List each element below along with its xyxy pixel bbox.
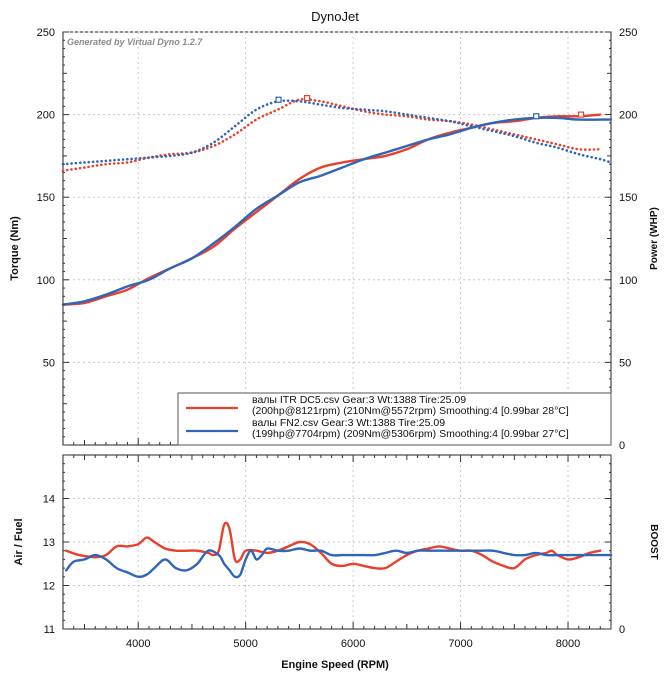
rpm-tick-label: 5000 bbox=[233, 638, 257, 650]
power-tick-label: 200 bbox=[619, 110, 637, 122]
top-plot-ticks: 50 100 150 200 250 0 50 100 150 200 250 bbox=[37, 27, 638, 452]
legend-box bbox=[177, 392, 612, 446]
air-fuel-tick-label: 13 bbox=[43, 537, 55, 549]
air-fuel-axis-label: Air / Fuel bbox=[13, 518, 25, 565]
peak-marker bbox=[304, 94, 311, 102]
x-axis-label: Engine Speed (RPM) bbox=[281, 659, 389, 671]
bottom-plot: 4000 5000 6000 7000 8000 11 12 13 14 0 Air / Fuel… bbox=[13, 454, 659, 671]
boost-axis-label: BOOST bbox=[648, 524, 659, 560]
legend: валы ITR DC5.csv Gear:3 Wt:1388 Tire:25.… bbox=[177, 392, 612, 446]
power-tick-label: 50 bbox=[619, 357, 631, 369]
itr-air-fuel-line bbox=[65, 521, 602, 570]
bottom-plot-series bbox=[65, 521, 613, 579]
air-fuel-tick-label: 11 bbox=[44, 624, 55, 636]
torque-tick-label: 200 bbox=[37, 110, 55, 122]
top-plot-frame bbox=[62, 31, 612, 446]
rpm-tick-label: 4000 bbox=[126, 638, 150, 650]
power-tick-label: 0 bbox=[619, 440, 625, 452]
legend-fn2-line1: валы FN2.csv Gear:3 Wt:1388 Tire:25.09 bbox=[252, 417, 445, 429]
itr-power-line bbox=[61, 97, 602, 173]
top-plot-series bbox=[61, 94, 613, 306]
chart-title: DynoJet bbox=[311, 9, 359, 24]
top-plot-grid bbox=[63, 31, 611, 445]
rpm-tick-label: 6000 bbox=[341, 638, 365, 650]
top-plot: Generated by Virtual Dyno 1.2.7 50 100 150… bbox=[9, 27, 660, 452]
power-tick-label: 150 bbox=[619, 192, 637, 204]
legend-itr-line2: (200hp@8121rpm) (210Nm@5572rpm) Smoothin… bbox=[252, 405, 569, 417]
air-fuel-tick-label: 12 bbox=[43, 581, 55, 593]
torque-tick-label: 250 bbox=[37, 27, 55, 39]
fn2-air-fuel-line bbox=[65, 547, 613, 579]
torque-tick-label: 150 bbox=[37, 192, 55, 204]
torque-axis-label: Torque (Nm) bbox=[9, 216, 21, 281]
power-tick-label: 250 bbox=[619, 27, 637, 39]
watermark: Generated by Virtual Dyno 1.2.7 bbox=[67, 37, 203, 47]
rpm-tick-label: 7000 bbox=[448, 638, 472, 650]
torque-tick-label: 50 bbox=[43, 357, 55, 369]
bottom-plot-ticks: 4000 5000 6000 7000 8000 11 12 13 14 0 bbox=[43, 454, 625, 650]
fn2-power-line bbox=[61, 99, 613, 166]
power-axis-label: Power (WHP) bbox=[649, 207, 660, 270]
boost-tick-label: 0 bbox=[619, 624, 625, 636]
legend-fn2-line2: (199hp@7704rpm) (209Nm@5306rpm) Smoothin… bbox=[252, 428, 569, 440]
fn2-torque-line bbox=[61, 116, 613, 306]
power-tick-label: 100 bbox=[619, 275, 637, 287]
legend-itr-line1: валы ITR DC5.csv Gear:3 Wt:1388 Tire:25.… bbox=[252, 394, 466, 406]
air-fuel-tick-label: 14 bbox=[43, 494, 55, 506]
itr-torque-line bbox=[61, 113, 602, 306]
torque-tick-label: 100 bbox=[37, 275, 55, 287]
bottom-plot-grid bbox=[63, 455, 611, 629]
peak-marker bbox=[275, 96, 282, 103]
rpm-tick-label: 8000 bbox=[556, 638, 580, 650]
peak-marker bbox=[533, 113, 540, 120]
peak-marker bbox=[577, 111, 585, 118]
